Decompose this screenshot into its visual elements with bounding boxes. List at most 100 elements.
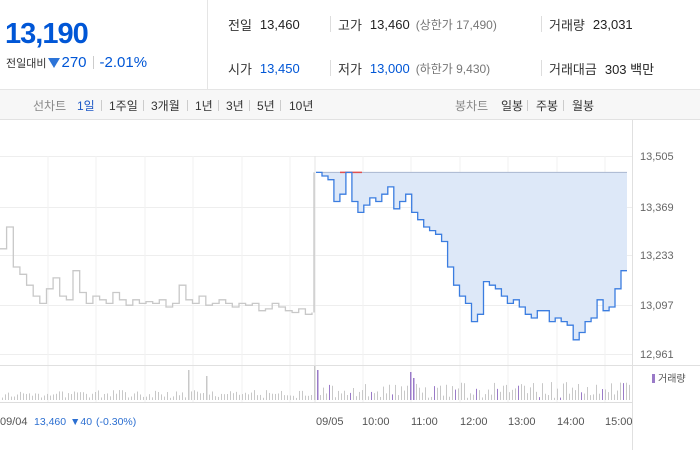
tab-10years[interactable]: 10년 [289,99,314,113]
volume-bar [287,395,288,400]
volume-bar [215,396,216,400]
volume-bar [137,391,138,400]
volume-bar [134,393,135,400]
volume-bar [302,390,303,400]
tab-3months[interactable]: 3개월 [151,99,180,113]
tab-weekly[interactable]: 주봉 [536,99,559,113]
volume-bar [320,395,321,400]
volume-bar [14,396,15,400]
volume-bar [605,389,606,400]
volume-bar [125,392,126,400]
volume-bar [620,382,621,400]
volume-bar [464,383,465,400]
volume-bar [437,387,438,400]
volume-bar [491,394,492,400]
volume-bar [470,393,471,400]
volume-bar [536,391,537,400]
volume-bar [257,395,258,400]
change-value: 270 [61,54,87,71]
tab-5years[interactable]: 5년 [257,99,275,113]
volume-bar [275,393,276,400]
volume-bar [95,391,96,400]
volume-bar [389,384,390,400]
volume-bar [500,391,501,400]
volume-bar [575,390,576,400]
price-chart[interactable]: 13,505 13,369 13,233 13,097 12,961 거래량 0… [0,120,700,450]
volume-bar [65,397,66,400]
volume-bar [161,394,162,400]
volume-bar [584,393,585,400]
volume-bar [419,387,420,400]
volume-bar [23,393,24,400]
volume-bar [206,376,208,400]
volume-bar [236,391,237,400]
volume-bar [143,396,144,400]
volume-bar [110,396,111,400]
volume-bar [431,396,432,400]
volume-bar [539,397,540,400]
volume-bar [509,392,510,400]
volume-bar [440,385,441,400]
volume-bar [26,393,27,400]
divider [330,16,331,32]
divider [218,100,219,111]
tab-1week[interactable]: 1주일 [109,99,138,113]
price-series [0,171,627,341]
volume-bar [20,391,21,400]
volume-bar [212,391,213,400]
volume-bar [248,394,249,400]
volume-bar [461,382,462,400]
volume-bar [107,393,108,400]
tab-1year[interactable]: 1년 [195,99,213,113]
tab-monthly[interactable]: 월봉 [572,99,595,113]
volume-bar [104,394,105,400]
price-box: 13,190 전일대비 270 -2.01% [0,0,208,90]
prev-day-price-line [0,226,313,315]
volume-bar [452,386,453,400]
volume-bar [581,392,582,400]
volume-bar [392,394,393,400]
volume-bar [410,372,412,400]
divider [527,100,528,111]
volume-bar [203,392,204,400]
volume-bar [599,393,600,400]
volume-bar [332,385,333,400]
tab-1day[interactable]: 1일 [77,99,95,113]
volume-bar [314,366,316,400]
x-tick-label: 14:00 [557,416,585,428]
volume-bar [47,393,48,400]
volume-bar [422,392,423,400]
candle-chart-label: 봉차트 [455,99,489,113]
volume-bar [32,395,33,400]
volume-bar [425,387,426,400]
volume-bar [323,387,324,400]
volume-bar [278,393,279,400]
volume-bar [53,394,54,400]
lower-limit: (하한가 9,430) [415,62,491,76]
volume-bar [62,391,63,400]
open-cell: 시가 13,450 [228,59,300,78]
volume-bar [218,396,219,400]
divider [249,100,250,111]
volume-bar [269,392,270,400]
volume-bar [428,397,429,400]
volume-bar [554,397,555,400]
today-area-fill [316,172,627,340]
tab-daily[interactable]: 일봉 [501,99,524,113]
prev-day-info: 13,460 ▼40 (-0.30%) [34,416,136,428]
volume-bar [101,397,102,400]
x-tick-label: 15:00 [605,416,633,428]
volume-bar [50,395,51,400]
volume-bar [224,394,225,400]
volume-bar [380,396,381,400]
volume-bar [479,390,480,400]
volume-bar [413,378,415,400]
volume-bar [407,385,408,400]
down-triangle-icon [48,57,61,68]
tab-3years[interactable]: 3년 [226,99,244,113]
volume-bar [254,390,255,400]
volume-bar [611,383,612,400]
volume-legend: 거래량 [658,373,686,385]
volume-bar [239,394,240,400]
volume-bar [251,392,252,400]
